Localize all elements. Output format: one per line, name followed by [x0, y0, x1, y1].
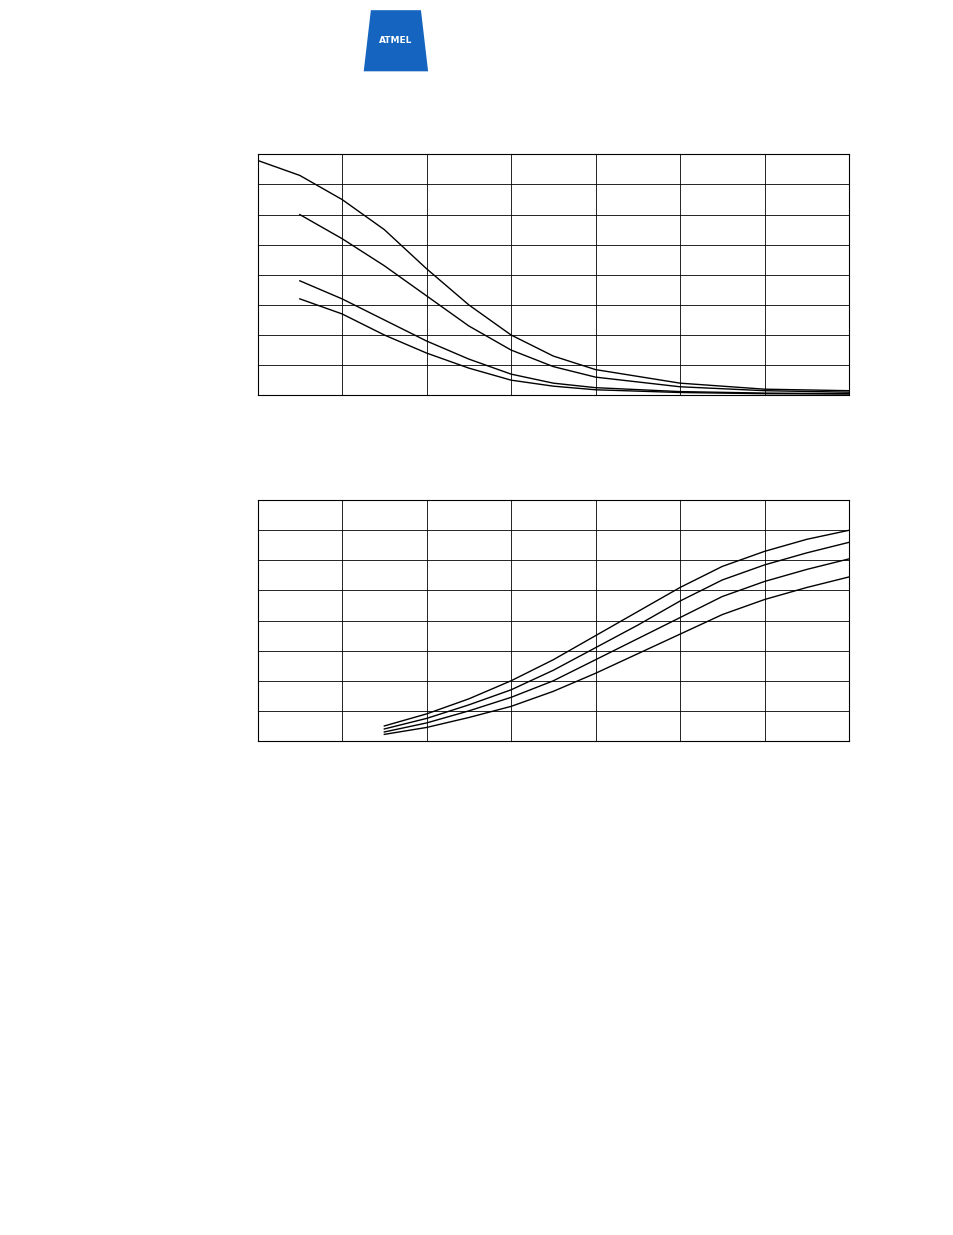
Polygon shape — [363, 10, 428, 72]
Text: ATMEL: ATMEL — [379, 36, 412, 46]
